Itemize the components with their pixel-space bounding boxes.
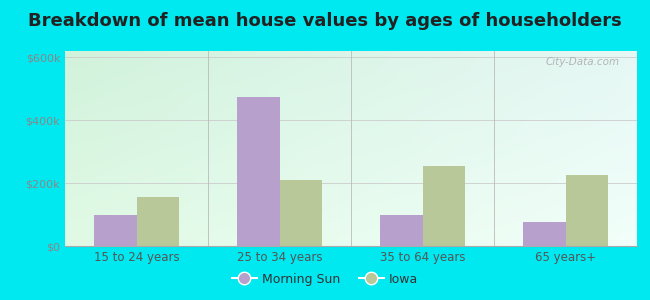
Bar (566, 175, 608, 246)
Bar (280, 180, 322, 246)
Text: City-Data.com: City-Data.com (546, 57, 620, 67)
Legend: Morning Sun, Iowa: Morning Sun, Iowa (227, 268, 423, 291)
Bar (380, 214, 422, 246)
Bar (94, 214, 136, 246)
Bar (422, 166, 465, 246)
Bar (237, 97, 280, 246)
Text: Breakdown of mean house values by ages of householders: Breakdown of mean house values by ages o… (28, 12, 622, 30)
Bar (136, 197, 179, 246)
Bar (523, 222, 566, 246)
